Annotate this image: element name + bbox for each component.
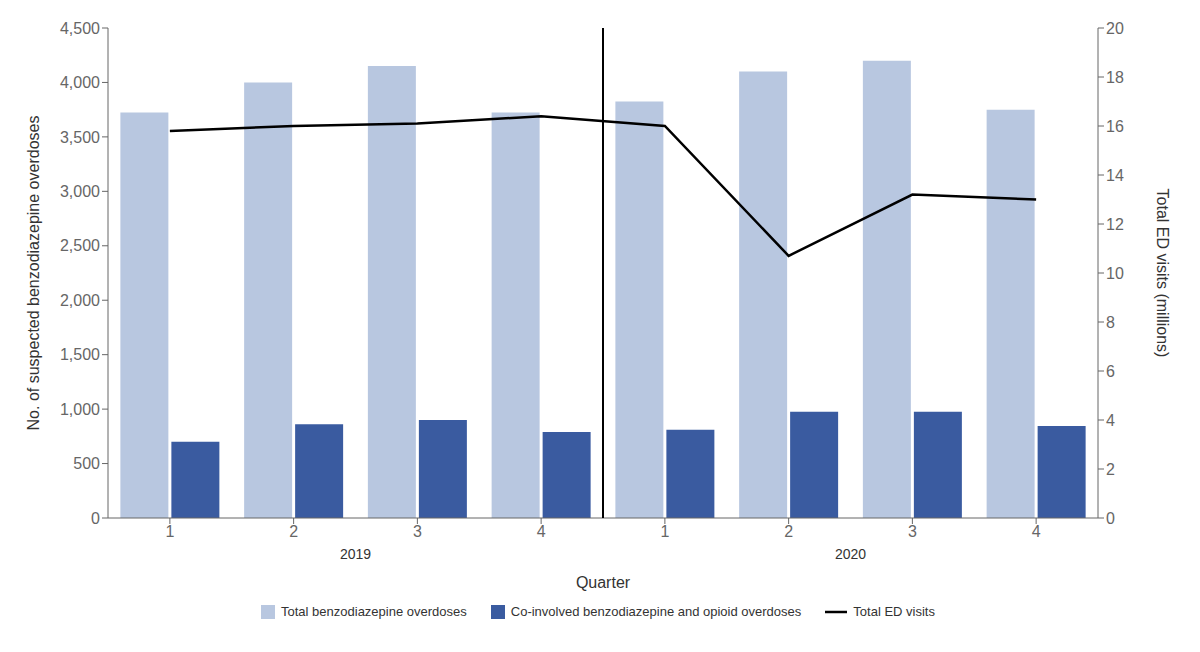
svg-text:0: 0 — [91, 510, 100, 527]
svg-text:0: 0 — [1106, 510, 1115, 527]
svg-text:4,500: 4,500 — [60, 20, 100, 37]
svg-text:2: 2 — [289, 523, 298, 540]
svg-text:4,000: 4,000 — [60, 74, 100, 91]
svg-text:4: 4 — [537, 523, 546, 540]
svg-text:10: 10 — [1106, 265, 1124, 282]
svg-text:3: 3 — [908, 523, 917, 540]
svg-text:16: 16 — [1106, 118, 1124, 135]
svg-text:14: 14 — [1106, 167, 1124, 184]
svg-text:2: 2 — [784, 523, 793, 540]
html-text:Total benzodiazepine overdoses: Total benzodiazepine overdoses — [281, 604, 467, 619]
html-text:2019: 2019 — [339, 546, 372, 562]
html-text:2020: 2020 — [834, 546, 867, 562]
svg-text:1,000: 1,000 — [60, 401, 100, 418]
svg-text:4: 4 — [1106, 412, 1115, 429]
svg-text:8: 8 — [1106, 314, 1115, 331]
svg-text:Total ED visits (millions): Total ED visits (millions) — [1154, 189, 1171, 358]
svg-text:12: 12 — [1106, 216, 1124, 233]
svg-text:1: 1 — [165, 523, 174, 540]
html-text:Total ED visits: Total ED visits — [853, 604, 935, 619]
svg-text:6: 6 — [1106, 363, 1115, 380]
svg-text:No. of suspected benzodiazepin: No. of suspected benzodiazepine overdose… — [25, 116, 42, 431]
svg-text:2,500: 2,500 — [60, 237, 100, 254]
svg-text:3: 3 — [413, 523, 422, 540]
svg-text:20: 20 — [1106, 20, 1124, 37]
svg-text:18: 18 — [1106, 69, 1124, 86]
svg-text:3,000: 3,000 — [60, 183, 100, 200]
html-text:Co-involved benzodiazepine and: Co-involved benzodiazepine and opioid ov… — [510, 604, 802, 619]
svg-text:3,500: 3,500 — [60, 129, 100, 146]
svg-text:1: 1 — [660, 523, 669, 540]
svg-text:2: 2 — [1106, 461, 1115, 478]
svg-text:1,500: 1,500 — [60, 346, 100, 363]
svg-text:500: 500 — [73, 455, 100, 472]
svg-text:4: 4 — [1032, 523, 1041, 540]
svg-text:2,000: 2,000 — [60, 292, 100, 309]
svg-text:Quarter: Quarter — [576, 574, 631, 591]
